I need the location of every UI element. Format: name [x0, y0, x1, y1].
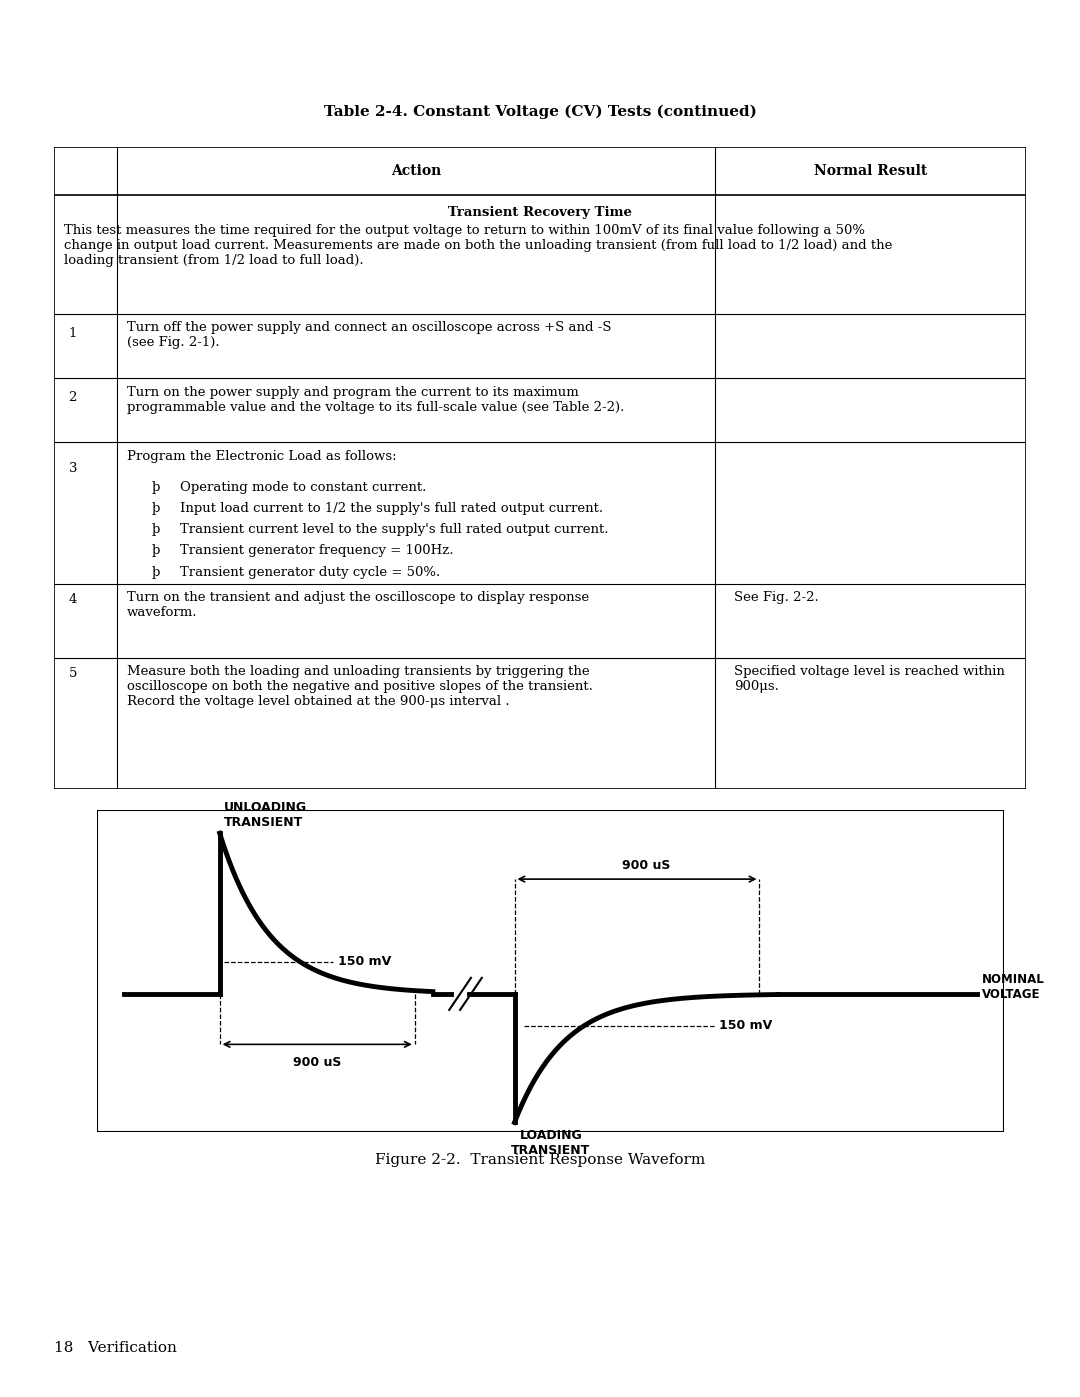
- Text: UNLOADING
TRANSIENT: UNLOADING TRANSIENT: [225, 800, 308, 828]
- Text: LOADING
TRANSIENT: LOADING TRANSIENT: [511, 1129, 591, 1157]
- Text: 150 mV: 150 mV: [338, 956, 391, 968]
- Text: 3: 3: [69, 461, 77, 475]
- Text: Specified voltage level is reached within
900μs.: Specified voltage level is reached withi…: [734, 665, 1005, 693]
- Text: Normal Result: Normal Result: [814, 163, 927, 177]
- Text: 900 uS: 900 uS: [622, 859, 671, 872]
- Text: Operating mode to constant current.: Operating mode to constant current.: [180, 481, 427, 495]
- Text: Transient generator frequency = 100Hz.: Transient generator frequency = 100Hz.: [180, 545, 454, 557]
- Text: 2: 2: [69, 391, 77, 404]
- Text: Turn on the transient and adjust the oscilloscope to display response
waveform.: Turn on the transient and adjust the osc…: [127, 591, 589, 619]
- Text: Figure 2-2.  Transient Response Waveform: Figure 2-2. Transient Response Waveform: [375, 1153, 705, 1166]
- Text: Turn on the power supply and program the current to its maximum
programmable val: Turn on the power supply and program the…: [127, 386, 624, 414]
- Text: þ: þ: [151, 524, 160, 536]
- Text: þ: þ: [151, 545, 160, 557]
- Text: 1: 1: [69, 327, 77, 339]
- Text: NOMINAL
VOLTAGE: NOMINAL VOLTAGE: [982, 972, 1044, 1002]
- Text: Transient generator duty cycle = 50%.: Transient generator duty cycle = 50%.: [180, 566, 441, 578]
- Text: Turn off the power supply and connect an oscilloscope across +S and -S
(see Fig.: Turn off the power supply and connect an…: [127, 321, 611, 349]
- Text: This test measures the time required for the output voltage to return to within : This test measures the time required for…: [64, 224, 892, 267]
- Text: þ: þ: [151, 481, 160, 495]
- Text: See Fig. 2-2.: See Fig. 2-2.: [734, 591, 819, 605]
- Text: Input load current to 1/2 the supply's full rated output current.: Input load current to 1/2 the supply's f…: [180, 502, 604, 515]
- Text: 18   Verification: 18 Verification: [54, 1341, 177, 1355]
- Text: Action: Action: [391, 163, 442, 177]
- Text: Program the Electronic Load as follows:: Program the Electronic Load as follows:: [127, 450, 396, 462]
- Text: Transient Recovery Time: Transient Recovery Time: [448, 207, 632, 219]
- Text: Measure both the loading and unloading transients by triggering the
oscilloscope: Measure both the loading and unloading t…: [127, 665, 593, 708]
- Text: 150 mV: 150 mV: [718, 1020, 772, 1032]
- Text: 900 uS: 900 uS: [293, 1056, 341, 1069]
- Text: þ: þ: [151, 502, 160, 515]
- Text: 5: 5: [69, 668, 77, 680]
- Text: 4: 4: [69, 594, 77, 606]
- Text: þ: þ: [151, 566, 160, 578]
- Text: Transient current level to the supply's full rated output current.: Transient current level to the supply's …: [180, 524, 609, 536]
- Text: Table 2-4. Constant Voltage (CV) Tests (continued): Table 2-4. Constant Voltage (CV) Tests (…: [324, 105, 756, 119]
